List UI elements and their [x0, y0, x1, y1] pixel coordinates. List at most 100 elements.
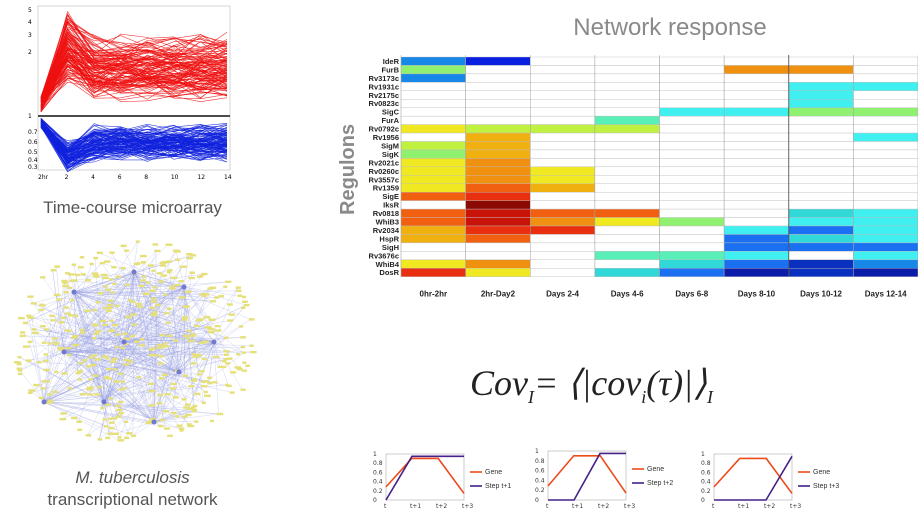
network-node: [106, 309, 112, 313]
heatmap-cell: [400, 251, 466, 261]
network-edge: [103, 266, 183, 403]
network-edge: [63, 322, 168, 353]
network-node: [117, 412, 124, 415]
heatmap-cell: [400, 56, 466, 66]
formula-func-sub: i: [641, 387, 647, 408]
heatmap-cell: [788, 115, 854, 125]
network-node: [191, 353, 197, 356]
network-node: [166, 334, 173, 338]
network-edge: [103, 401, 177, 417]
heatmap-cell: [659, 225, 725, 235]
network-node: [123, 420, 129, 424]
network-edge: [133, 271, 251, 320]
network-node: [82, 358, 88, 362]
microarray-down-line: [40, 120, 228, 150]
step-plot-x-tick: t+3: [790, 503, 801, 510]
heatmap-cell: [723, 149, 789, 159]
network-node: [203, 390, 208, 394]
network-node: [191, 333, 196, 336]
network-edge: [45, 401, 105, 404]
heatmap-cell: [465, 107, 531, 117]
network-node: [208, 318, 216, 321]
heatmap-cell: [723, 200, 789, 210]
network-node: [77, 369, 83, 373]
heatmap-cell: [788, 141, 854, 151]
network-node: [223, 353, 229, 356]
network-edge: [55, 294, 105, 403]
network-node: [90, 354, 98, 357]
network-node: [96, 251, 103, 255]
microarray-up-line: [40, 20, 228, 107]
network-edge: [184, 341, 215, 376]
heatmap-cell: [465, 115, 531, 125]
heatmap-cell: [400, 124, 466, 134]
network-edge: [153, 304, 158, 423]
heatmap-cell: [853, 191, 918, 201]
network-node: [170, 411, 177, 415]
heatmap-row-label: IdeR: [383, 57, 400, 66]
step-plot-y-tick: 0.8: [701, 460, 711, 467]
network-edge: [63, 347, 159, 353]
network-node: [142, 292, 150, 295]
network-node: [174, 415, 180, 418]
step-plot-x-tick: t+3: [462, 503, 473, 510]
network-node: [201, 385, 208, 388]
heatmap-cell: [788, 82, 854, 92]
network-node: [74, 273, 80, 277]
network-node: [49, 314, 55, 318]
network-node: [112, 368, 118, 371]
network-node: [243, 303, 250, 307]
network-node: [124, 249, 130, 252]
network-node: [108, 426, 115, 430]
network-node: [22, 345, 30, 348]
microarray-up-line: [40, 82, 228, 107]
network-edge: [103, 291, 187, 403]
heatmap-cell: [400, 82, 466, 92]
heatmap-cell: [400, 242, 466, 252]
heatmap-cell: [788, 158, 854, 168]
network-node: [199, 370, 205, 373]
network-edge: [149, 265, 155, 423]
heatmap-cell: [594, 175, 660, 184]
network-node: [79, 392, 87, 396]
network-node: [27, 316, 33, 319]
network-node: [103, 425, 109, 428]
network-edge: [43, 401, 219, 415]
network-node: [169, 387, 176, 390]
heatmap-row-label: WhiB4: [376, 260, 400, 269]
heatmap-cell: [659, 90, 725, 100]
network-node: [113, 380, 120, 383]
network-node: [172, 396, 179, 399]
heatmap-cell: [853, 259, 918, 269]
network-edge: [63, 345, 141, 353]
heatmap-cell: [853, 242, 918, 252]
heatmap-row-label: Rv2034: [373, 226, 400, 235]
network-edge: [123, 320, 198, 343]
network-edge: [183, 286, 245, 298]
network-node: [86, 388, 93, 391]
network-node: [22, 321, 29, 325]
heatmap-cell: [853, 158, 918, 168]
network-node: [148, 389, 156, 393]
network-graph-svg: [13, 240, 257, 442]
network-node: [130, 313, 137, 316]
heatmap-cell: [400, 90, 466, 100]
microarray-x-tick: 2: [65, 174, 69, 181]
network-node: [58, 321, 65, 324]
network-node: [92, 374, 99, 377]
network-node: [240, 388, 246, 391]
network-node: [73, 314, 79, 318]
formula-close: |⟩: [683, 363, 708, 403]
heatmap-cell: [788, 208, 854, 218]
network-node: [223, 350, 230, 353]
heatmap-cell: [788, 132, 854, 142]
network-edge: [133, 271, 196, 395]
network-edge: [178, 371, 200, 375]
microarray-up-line: [40, 64, 228, 102]
network-node: [68, 314, 74, 317]
network-node: [250, 350, 257, 354]
heatmap-cell: [465, 132, 531, 142]
heatmap-cell: [659, 268, 725, 277]
microarray-up-line: [40, 18, 228, 109]
network-node: [118, 372, 124, 376]
